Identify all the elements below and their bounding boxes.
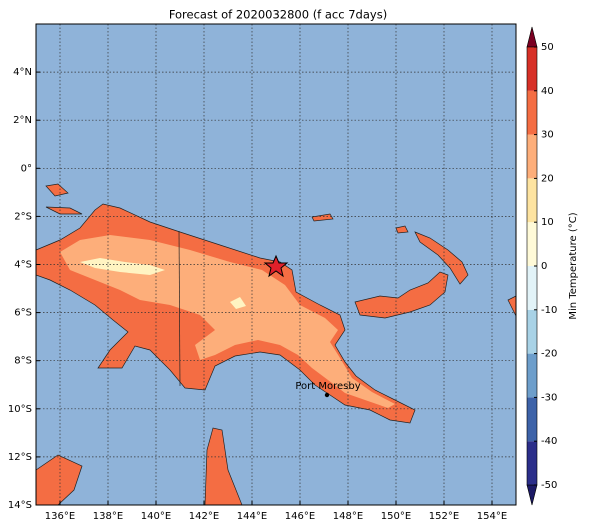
- colorbar-band: [527, 222, 537, 266]
- land: [35, 183, 517, 506]
- colorbar-tick-label: 20: [541, 173, 554, 184]
- y-tick-label: 14°S: [8, 500, 32, 511]
- x-tick-label: 150°E: [381, 511, 411, 522]
- colorbar-band: [527, 266, 537, 310]
- colorbar-tick-label: 40: [541, 86, 554, 97]
- x-tick-label: 142°E: [189, 511, 219, 522]
- x-tick-label: 140°E: [141, 511, 171, 522]
- colorbar-tick-label: -40: [541, 436, 557, 447]
- colorbar-band: [527, 309, 537, 354]
- x-tick-label: 144°E: [237, 511, 267, 522]
- city-label: Port Moresby: [295, 381, 360, 392]
- border: [178, 230, 181, 387]
- y-tick-label: 6°S: [14, 308, 32, 319]
- colorbar: -50 -40 -30 -20 -10 0 10 20 30 40 50: [526, 26, 557, 506]
- colorbar-label: Min Temperature (°C): [568, 212, 579, 319]
- colorbar-band: [527, 178, 537, 223]
- y-tick-label: 8°S: [14, 356, 32, 367]
- y-tick-label: 4°S: [14, 260, 32, 271]
- x-tick-label: 154°E: [477, 511, 507, 522]
- star-marker: [263, 254, 289, 278]
- colorbar-extend-low: [526, 484, 538, 506]
- colorbar-tick-label: -10: [541, 305, 557, 316]
- x-tick-label: 136°E: [45, 511, 75, 522]
- y-tick-label: 2°N: [13, 115, 32, 126]
- city-dot: [324, 392, 330, 398]
- colorbar-band: [527, 397, 537, 442]
- colorbar-tick-label: -30: [541, 392, 557, 403]
- colorbar-tick-label: 30: [541, 130, 554, 141]
- colorbar-band: [527, 90, 537, 135]
- colorbar-tick-label: 0: [541, 261, 547, 272]
- colorbar-extend-high: [526, 26, 538, 48]
- colorbar-tick-label: 10: [541, 217, 554, 228]
- colorbar-band: [527, 134, 537, 179]
- colorbar-band: [527, 441, 537, 485]
- y-tick-label: 2°S: [14, 211, 32, 222]
- colorbar-tick-label: -50: [541, 480, 557, 491]
- x-tick-label: 148°E: [333, 511, 363, 522]
- colorbar-band: [527, 353, 537, 398]
- map: Port Moresby: [35, 23, 517, 506]
- x-tick-label: 146°E: [285, 511, 315, 522]
- colorbar-tick-label: -20: [541, 349, 557, 360]
- y-tick-label: 4°N: [13, 67, 32, 78]
- colorbar-tick-label: 50: [541, 42, 554, 53]
- x-tick-label: 152°E: [429, 511, 459, 522]
- y-tick-label: 12°S: [8, 452, 32, 463]
- title: Forecast of 2020032800 (f acc 7days): [169, 8, 387, 22]
- y-tick-label: 0°: [21, 163, 32, 174]
- colorbar-band: [527, 47, 537, 91]
- y-tick-label: 10°S: [8, 404, 32, 415]
- x-tick-label: 138°E: [93, 511, 123, 522]
